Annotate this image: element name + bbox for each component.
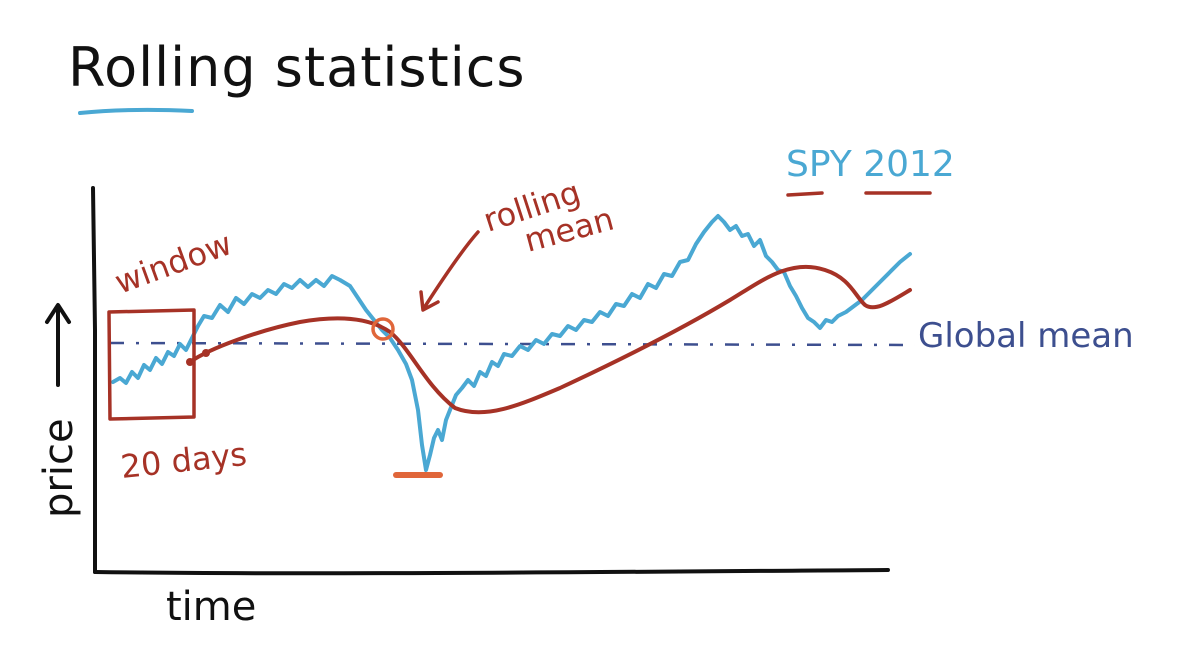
series-label-underline-1 xyxy=(786,191,824,197)
window-box xyxy=(107,308,196,421)
series-label: SPY 2012 xyxy=(786,144,955,185)
price-series-line xyxy=(111,214,912,472)
rolling-mean-start-dot xyxy=(186,358,194,366)
x-axis xyxy=(93,568,890,576)
title: Rolling statistics xyxy=(68,36,526,99)
crossing-highlight-marker xyxy=(371,317,395,341)
global-mean-line xyxy=(109,341,916,347)
rolling-mean-dot xyxy=(202,349,210,357)
y-axis-arrow-icon xyxy=(45,303,71,387)
rolling-mean-line xyxy=(188,264,912,415)
y-axis-label: price xyxy=(36,418,82,518)
window-label: window xyxy=(110,224,237,301)
x-axis-label: time xyxy=(166,584,256,630)
global-mean-label: Global mean xyxy=(918,316,1134,356)
title-underline xyxy=(78,107,194,115)
window-size-label: 20 days xyxy=(119,435,249,486)
y-axis xyxy=(91,186,97,574)
rolling-mean-arrow-icon xyxy=(419,230,480,312)
y-axis-label-group: price xyxy=(36,303,82,518)
